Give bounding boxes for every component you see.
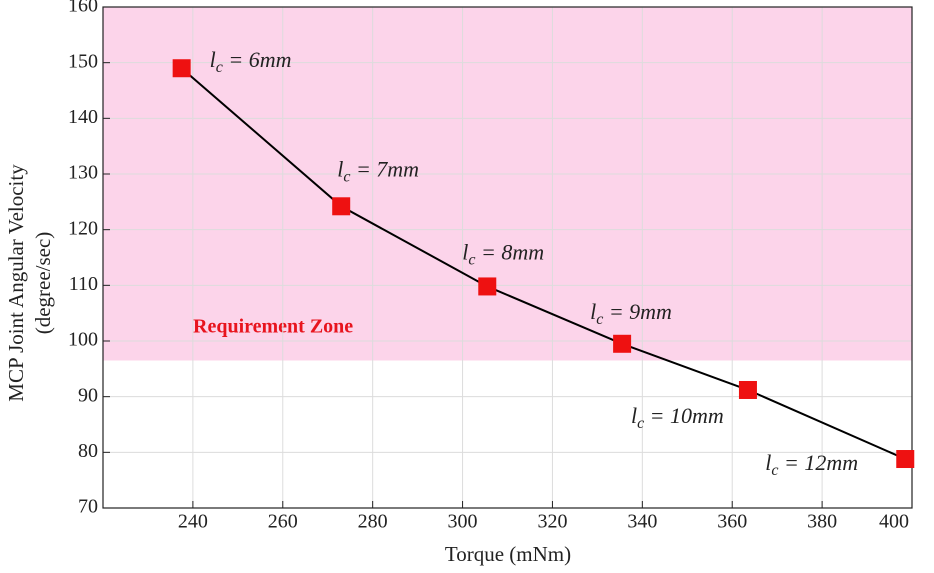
plot-frame	[102, 6, 913, 509]
y-tick-label: 130	[68, 162, 98, 184]
label-text: = 6mm	[223, 47, 292, 72]
label-subscript: c	[637, 415, 644, 432]
x-tick-label: 400	[879, 511, 909, 533]
point-label: lc = 12mm	[765, 450, 858, 479]
y-tick-label: 120	[68, 217, 98, 239]
point-label: lc = 8mm	[462, 239, 544, 268]
label-symbol: l	[631, 403, 637, 428]
point-label: lc = 9mm	[590, 299, 672, 328]
label-text: = 10mm	[644, 403, 724, 428]
data-marker	[332, 197, 351, 216]
point-label: lc = 7mm	[337, 156, 419, 185]
x-tick-label: 240	[178, 511, 208, 533]
x-tick-label: 360	[717, 511, 747, 533]
label-symbol: l	[590, 299, 596, 324]
y-axis-label: (degree/sec)	[31, 232, 55, 335]
label-subscript: c	[343, 168, 350, 185]
data-marker	[896, 450, 915, 469]
x-tick-label: 320	[537, 511, 567, 533]
y-tick-label: 160	[68, 0, 98, 17]
y-tick-label: 150	[68, 50, 98, 72]
label-subscript: c	[216, 59, 223, 76]
x-axis-label: Torque (mNm)	[445, 542, 571, 566]
y-axis-label: MCP Joint Angular Velocity	[4, 164, 28, 402]
zone-label: Requirement Zone	[193, 316, 353, 338]
x-tick-label: 380	[807, 511, 837, 533]
label-text: = 7mm	[350, 156, 419, 181]
label-symbol: l	[337, 156, 343, 181]
label-text: = 9mm	[603, 299, 672, 324]
label-symbol: l	[765, 450, 771, 475]
data-marker	[613, 334, 632, 353]
requirement-zone	[103, 7, 912, 361]
x-tick-label: 300	[448, 511, 478, 533]
data-marker	[172, 59, 191, 78]
data-line	[180, 67, 906, 460]
label-subscript: c	[596, 310, 603, 327]
y-tick-label: 140	[68, 106, 98, 128]
y-tick-label: 80	[78, 440, 98, 462]
y-tick-label: 100	[68, 329, 98, 351]
label-symbol: l	[210, 47, 216, 72]
y-tick-label: 90	[78, 384, 98, 406]
data-marker	[738, 380, 757, 399]
point-label: lc = 10mm	[631, 403, 724, 432]
y-tick-label: 70	[78, 496, 98, 518]
x-tick-label: 260	[268, 511, 298, 533]
label-text: = 8mm	[476, 239, 545, 264]
x-tick-label: 280	[358, 511, 388, 533]
data-marker	[478, 277, 497, 296]
label-text: = 12mm	[778, 450, 858, 475]
point-label: lc = 6mm	[210, 47, 292, 76]
y-tick-label: 110	[69, 273, 98, 295]
x-tick-label: 340	[627, 511, 657, 533]
label-symbol: l	[462, 239, 468, 264]
label-subscript: c	[468, 251, 475, 268]
label-subscript: c	[771, 462, 778, 479]
